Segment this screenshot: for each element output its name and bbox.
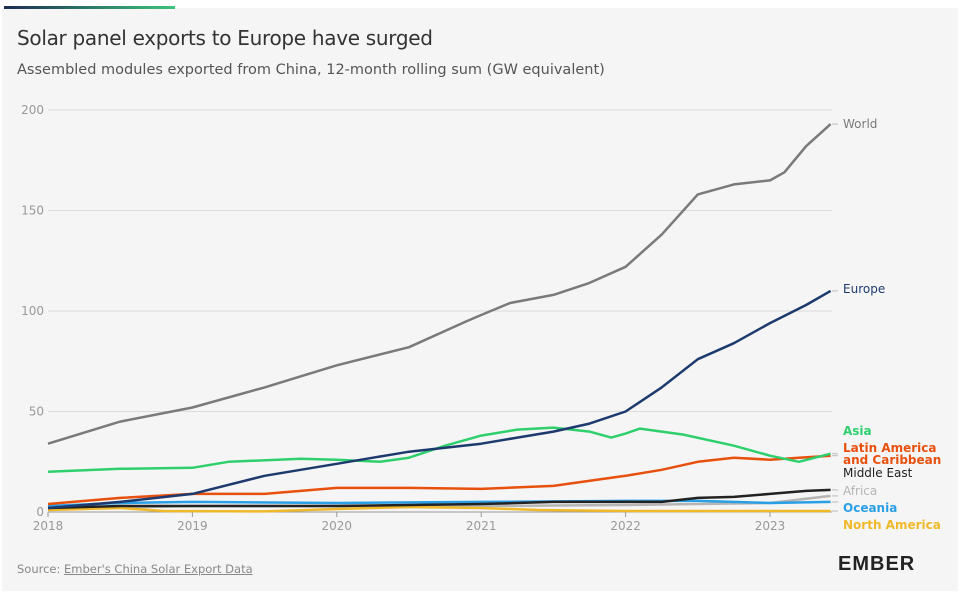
series-line-oceania xyxy=(47,499,831,508)
x-tick-label: 2023 xyxy=(755,519,786,533)
x-tick-label: 2018 xyxy=(33,519,64,533)
chart-subtitle: Assembled modules exported from China, 1… xyxy=(17,62,605,78)
ember-logo: EMBER xyxy=(838,553,916,575)
y-tick-label: 50 xyxy=(29,405,44,419)
y-tick-label: 0 xyxy=(36,505,44,519)
series-line-world xyxy=(47,123,832,445)
series-label: and Caribbean xyxy=(843,453,941,467)
series-label: Africa xyxy=(843,484,877,498)
x-tick-label: 2022 xyxy=(610,519,641,533)
series-line-asia xyxy=(47,426,831,474)
series-label: Europe xyxy=(843,282,885,296)
series-label: Middle East xyxy=(843,466,913,480)
series-label: Latin America xyxy=(843,441,937,455)
series-label: Asia xyxy=(843,424,872,438)
series-label: World xyxy=(843,117,877,131)
series-label: North America xyxy=(843,518,941,532)
series-label: Oceania xyxy=(843,501,897,515)
chart-card xyxy=(2,8,958,591)
y-tick-label: 200 xyxy=(21,103,44,117)
x-tick-label: 2021 xyxy=(466,519,497,533)
series-line-middle-east xyxy=(47,488,831,510)
source-link[interactable]: Ember's China Solar Export Data xyxy=(64,562,253,576)
source-note: Source: Ember's China Solar Export Data xyxy=(17,562,253,576)
series-line-north-america xyxy=(47,505,831,513)
chart-title: Solar panel exports to Europe have surge… xyxy=(17,26,433,50)
series-line-latin-america-and-caribbean xyxy=(47,454,831,506)
accent-bar xyxy=(4,6,175,9)
x-tick-label: 2020 xyxy=(322,519,353,533)
x-tick-label: 2019 xyxy=(177,519,208,533)
source-prefix: Source: xyxy=(17,562,65,576)
y-tick-label: 150 xyxy=(21,204,44,218)
series-line-europe xyxy=(47,289,832,510)
y-tick-label: 100 xyxy=(21,304,44,318)
